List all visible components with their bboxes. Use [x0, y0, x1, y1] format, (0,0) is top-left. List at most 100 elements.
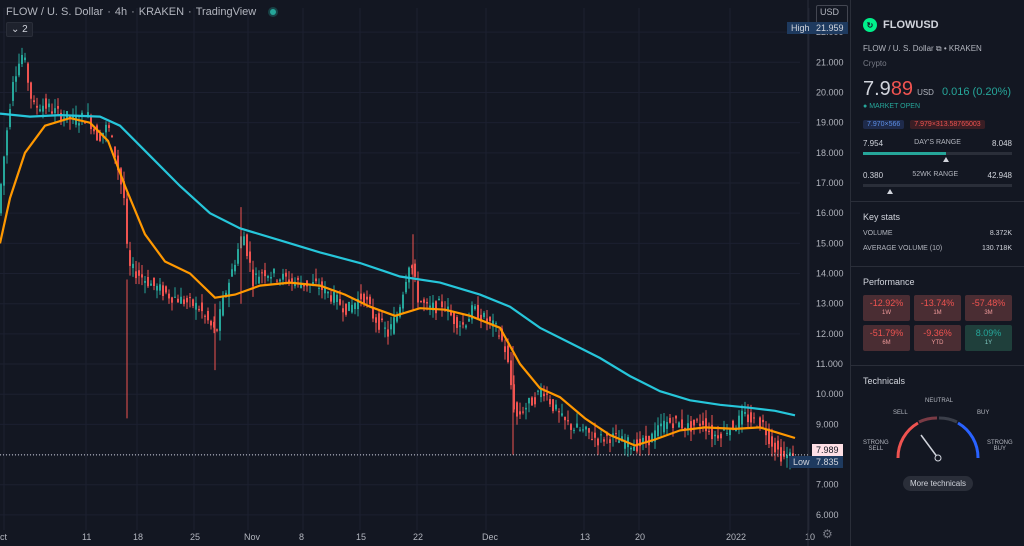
wk52-range-label: 52WK RANGE	[912, 171, 959, 178]
candle-body	[387, 329, 389, 337]
candle-body	[555, 404, 557, 410]
chevron-down-icon: ⌄	[11, 24, 20, 35]
gauge-needle	[920, 434, 939, 459]
y-tick-label: 7.000	[816, 480, 839, 490]
price-change: 0.016 (0.20%)	[941, 86, 1012, 98]
candle-body	[237, 249, 239, 264]
candle-body	[474, 306, 476, 310]
candle-body	[189, 297, 191, 299]
y-tick-label: 9.000	[816, 419, 839, 429]
candle-body	[186, 297, 188, 303]
symbol-header[interactable]: ↻ FLOWUSD	[863, 18, 1012, 32]
wk52-range-bar	[863, 184, 1012, 194]
candle-body	[345, 303, 347, 315]
candle-body	[609, 439, 611, 444]
candle-body	[528, 398, 530, 404]
candle-body	[447, 306, 449, 312]
candle-body	[9, 109, 11, 127]
candle-body	[486, 318, 488, 323]
symbol-description[interactable]: FLOW / U. S. Dollar	[863, 44, 934, 53]
candle-body	[222, 295, 224, 316]
price-currency: USD	[917, 88, 934, 97]
header-interval[interactable]: 4h	[114, 6, 128, 18]
performance-cell[interactable]: -51.79% 6M	[863, 325, 910, 351]
candle-body	[132, 263, 134, 269]
low-tag: Low	[789, 456, 814, 468]
candle-body	[270, 277, 272, 279]
candle-body	[462, 322, 464, 325]
y-tick-label: 16.000	[816, 208, 844, 218]
candle-body	[570, 424, 572, 430]
chart-area[interactable]: 22.00021.00020.00019.00018.00017.00016.0…	[0, 0, 848, 546]
bid-ask-chips: 7.970×566 7.979×313.58765003	[863, 120, 1012, 129]
last-price-tag: 7.989	[812, 444, 843, 456]
candle-body	[591, 438, 593, 440]
chart-header: FLOW / U. S. Dollar · 4h · KRAKEN · Trad…	[6, 6, 277, 18]
x-tick-label: 11	[82, 532, 91, 542]
candle-body	[183, 299, 185, 305]
candle-body	[687, 423, 689, 430]
candle-body	[174, 296, 176, 298]
candle-body	[87, 112, 89, 117]
candle-body	[39, 109, 41, 112]
avg-volume-label: AVERAGE VOLUME (10)	[863, 245, 943, 252]
candle-body	[210, 321, 212, 326]
candle-body	[567, 420, 569, 422]
performance-cell[interactable]: -12.92% 1W	[863, 295, 910, 321]
candle-body	[414, 263, 416, 277]
flow-logo-icon: ↻	[863, 18, 877, 32]
candle-body	[576, 423, 578, 428]
x-tick-label: 2022	[726, 532, 746, 542]
candle-body	[465, 325, 467, 328]
gear-icon[interactable]: ⚙	[822, 527, 833, 541]
more-technicals-button[interactable]: More technicals	[903, 476, 974, 491]
x-tick-label: ct	[0, 532, 8, 542]
last-price-big: 7.989	[863, 78, 913, 101]
perf-label: YTD	[931, 340, 944, 346]
days-range-fill	[863, 152, 946, 155]
candle-body	[153, 277, 155, 287]
candle-body	[594, 432, 596, 438]
avg-volume-row: AVERAGE VOLUME (10) 130.718K	[863, 245, 1012, 252]
wk52-range-marker	[887, 189, 893, 194]
price-highlight: 89	[890, 78, 914, 100]
external-link-icon[interactable]: ⧉	[935, 44, 942, 53]
technicals-title: Technicals	[863, 376, 906, 386]
candle-body	[417, 281, 419, 303]
high-label: High	[791, 23, 810, 33]
perf-label: 6M	[882, 340, 891, 346]
candle-body	[498, 335, 500, 337]
performance-cell[interactable]: -13.74% 1M	[914, 295, 961, 321]
header-symbol[interactable]: FLOW / U. S. Dollar	[6, 6, 104, 18]
candle-body	[363, 293, 365, 304]
x-tick-label: 8	[299, 532, 304, 542]
candle-body	[513, 384, 515, 410]
performance-cell[interactable]: 8.09% 1Y	[965, 325, 1012, 351]
candle-body	[333, 291, 335, 303]
performance-cell[interactable]: -9.36% YTD	[914, 325, 961, 351]
gauge-strong-buy-label: STRONG BUY	[987, 440, 1013, 452]
candle-body	[561, 413, 563, 416]
candle-body	[366, 296, 368, 300]
x-tick-label: 15	[356, 532, 366, 542]
y-tick-label: 20.000	[816, 87, 844, 97]
candle-body	[312, 282, 314, 286]
candle-body	[504, 346, 506, 353]
candle-body	[669, 417, 671, 423]
performance-cell[interactable]: -57.48% 3M	[965, 295, 1012, 321]
indicator-collapse-button[interactable]: ⌄ 2	[6, 22, 33, 37]
candle-body	[459, 325, 461, 327]
candle-body	[510, 360, 512, 386]
price-chart[interactable]: 22.00021.00020.00019.00018.00017.00016.0…	[0, 0, 848, 546]
candle-body	[783, 450, 785, 457]
gauge-buy-label: BUY	[977, 410, 990, 416]
candle-body	[516, 402, 518, 417]
gauge-buy-arc	[957, 421, 980, 459]
gauge-neutral-label: NEUTRAL	[925, 398, 954, 404]
candle-body	[453, 312, 455, 325]
x-tick-label: 18	[133, 532, 143, 542]
candle-body	[51, 111, 53, 114]
candle-body	[564, 417, 566, 421]
candle-body	[732, 420, 734, 429]
divider	[851, 201, 1024, 202]
